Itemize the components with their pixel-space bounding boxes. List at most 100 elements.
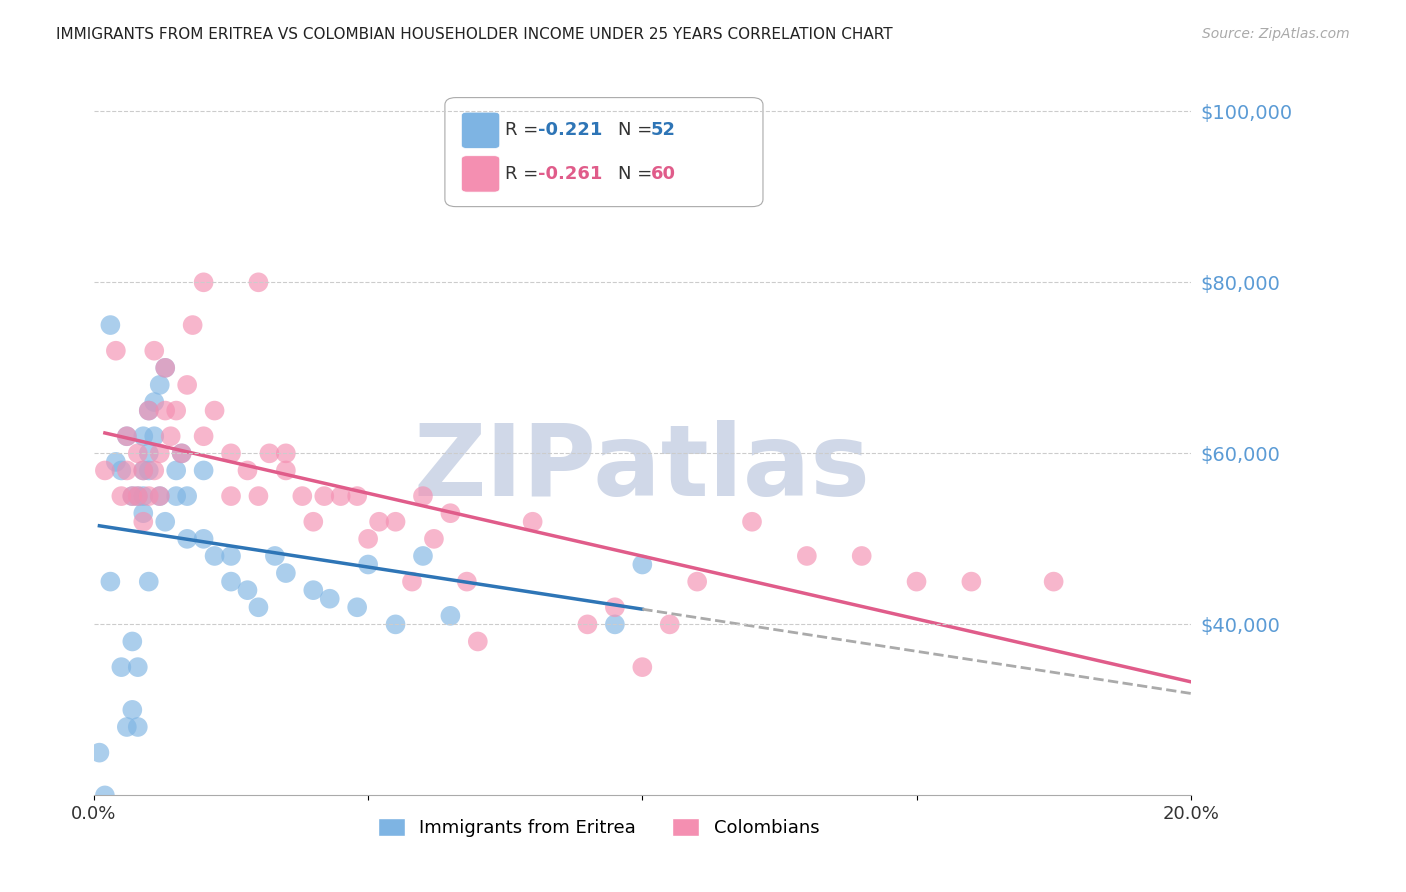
Point [193,429,215,443]
Point [155,403,177,417]
Point [741,515,763,529]
Point [314,489,336,503]
Point [132,463,155,477]
Point [603,617,626,632]
Point [143,429,166,443]
Point [384,617,406,632]
Text: 60: 60 [651,165,676,183]
Point [346,600,368,615]
Point [247,600,270,615]
Point [576,617,599,632]
Point [259,446,281,460]
Point [121,489,143,503]
Text: N =: N = [619,121,658,139]
FancyBboxPatch shape [461,156,499,192]
Point [423,532,446,546]
Point [159,429,181,443]
Point [132,489,155,503]
Point [100,574,122,589]
Point [121,703,143,717]
Point [686,574,709,589]
FancyBboxPatch shape [444,97,763,207]
Point [219,574,242,589]
Point [219,549,242,563]
Point [110,463,132,477]
Point [155,360,177,375]
Point [603,600,626,615]
Point [264,549,287,563]
Point [219,446,242,460]
Point [149,378,172,392]
Point [522,515,544,529]
Point [247,275,270,289]
Point [115,429,138,443]
Point [110,489,132,503]
Point [302,583,325,598]
Point [291,489,314,503]
Point [439,506,461,520]
Point [170,446,193,460]
Text: -0.221: -0.221 [538,121,603,139]
Text: 52: 52 [651,121,676,139]
Point [155,360,177,375]
Point [412,489,434,503]
Point [401,574,423,589]
Point [143,395,166,409]
Point [138,403,160,417]
Point [149,489,172,503]
Text: R =: R = [505,121,544,139]
Point [346,489,368,503]
Point [132,506,155,520]
Point [165,463,187,477]
Point [138,403,160,417]
Point [274,566,297,580]
Point [138,463,160,477]
Point [127,489,149,503]
Point [115,720,138,734]
Point [204,403,226,417]
Point [219,489,242,503]
Point [357,532,380,546]
Point [132,429,155,443]
Point [149,489,172,503]
Point [132,463,155,477]
Point [274,446,297,460]
Point [236,463,259,477]
Point [138,489,160,503]
Point [127,489,149,503]
Point [176,378,198,392]
Point [176,532,198,546]
Point [138,574,160,589]
Text: Source: ZipAtlas.com: Source: ZipAtlas.com [1202,27,1350,41]
Point [127,720,149,734]
Point [204,549,226,563]
Text: N =: N = [619,165,658,183]
Legend: Immigrants from Eritrea, Colombians: Immigrants from Eritrea, Colombians [370,811,827,845]
Point [121,634,143,648]
Point [439,608,461,623]
Point [94,463,117,477]
Point [329,489,352,503]
Point [143,343,166,358]
Point [100,318,122,332]
Point [1042,574,1064,589]
Point [104,343,127,358]
Point [115,429,138,443]
Point [181,318,204,332]
Point [851,549,873,563]
Point [796,549,818,563]
Point [165,489,187,503]
Point [170,446,193,460]
Point [467,634,489,648]
Point [658,617,681,632]
Point [104,455,127,469]
Point [127,446,149,460]
Point [412,549,434,563]
Text: -0.261: -0.261 [538,165,603,183]
Point [319,591,342,606]
Point [193,532,215,546]
Point [236,583,259,598]
Point [193,463,215,477]
Point [165,403,187,417]
Point [368,515,391,529]
